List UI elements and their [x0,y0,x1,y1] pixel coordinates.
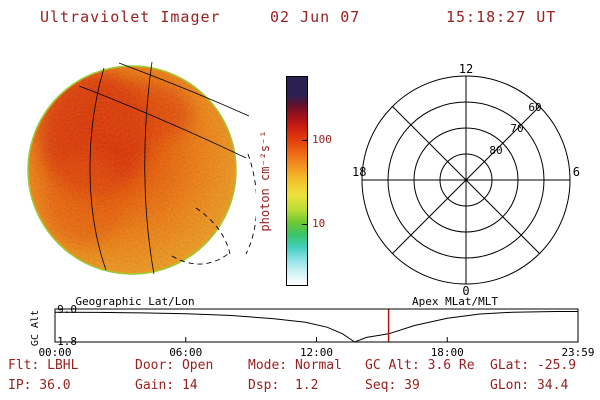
colorbar-tick-100: 100 [312,133,332,146]
strip-xtick-0000: 00:00 [38,346,71,359]
mlat-label-80: 80 [489,144,502,157]
gc-alt-curve [54,311,578,343]
status-ip: IP: 36.0 [8,378,71,393]
mlat-label-70: 70 [510,122,523,135]
colorbar-tick-mark [302,140,308,141]
orbit-strip-chart: GC Alt 9.0 1.8 Geographic Lat/Lon Apex M… [30,295,594,359]
status-glon: GLon: 34.4 [490,378,569,393]
disk-intensity-blobs [29,67,235,273]
mlt-label-18: 18 [352,165,366,179]
strip-ylabel: GC Alt [30,310,41,346]
strip-title-right: Apex MLat/MLT [412,295,498,308]
header-date: 02 Jun 07 [270,8,361,26]
strip-xtick-0600: 06:00 [169,346,202,359]
colorbar-tick-mark [302,224,308,225]
app-title: Ultraviolet Imager [40,8,221,26]
status-flt: Flt: LBHL [8,358,79,373]
coordinate-grid-lines [78,61,250,275]
strip-xtick-1200: 12:00 [300,346,333,359]
status-dsp: Dsp: 1.2 [248,378,319,393]
status-glat: GLat: -25.9 [490,358,577,373]
mlat-mlt-grid: 12 0 18 6 60 70 80 [352,64,580,296]
mlt-label-6: 6 [573,165,580,179]
mlat-label-60: 60 [528,101,541,114]
status-gain: Gain: 14 [135,378,198,393]
status-door: Door: Open [135,358,214,373]
mlt-spoke [392,106,540,254]
uv-earth-image [27,61,256,275]
mlt-label-0: 0 [462,284,469,296]
colorbar-tick-10: 10 [312,217,326,230]
colorbar [286,76,308,286]
strip-title-left: Geographic Lat/Lon [75,295,194,308]
mlt-label-12: 12 [459,64,473,76]
terminator-dashed-lines [171,153,256,265]
status-gcalt: GC Alt: 3.6 Re [365,358,475,373]
strip-xtick-2359: 23:59 [561,346,594,359]
colorbar-label: photon cm⁻²s⁻¹ [258,130,272,232]
status-mode: Mode: Normal [248,358,342,373]
strip-axis-ticks [54,337,579,342]
strip-xtick-1800: 18:00 [431,346,464,359]
header-time: 15:18:27 UT [446,8,557,26]
status-seq: Seq: 39 [365,378,420,393]
